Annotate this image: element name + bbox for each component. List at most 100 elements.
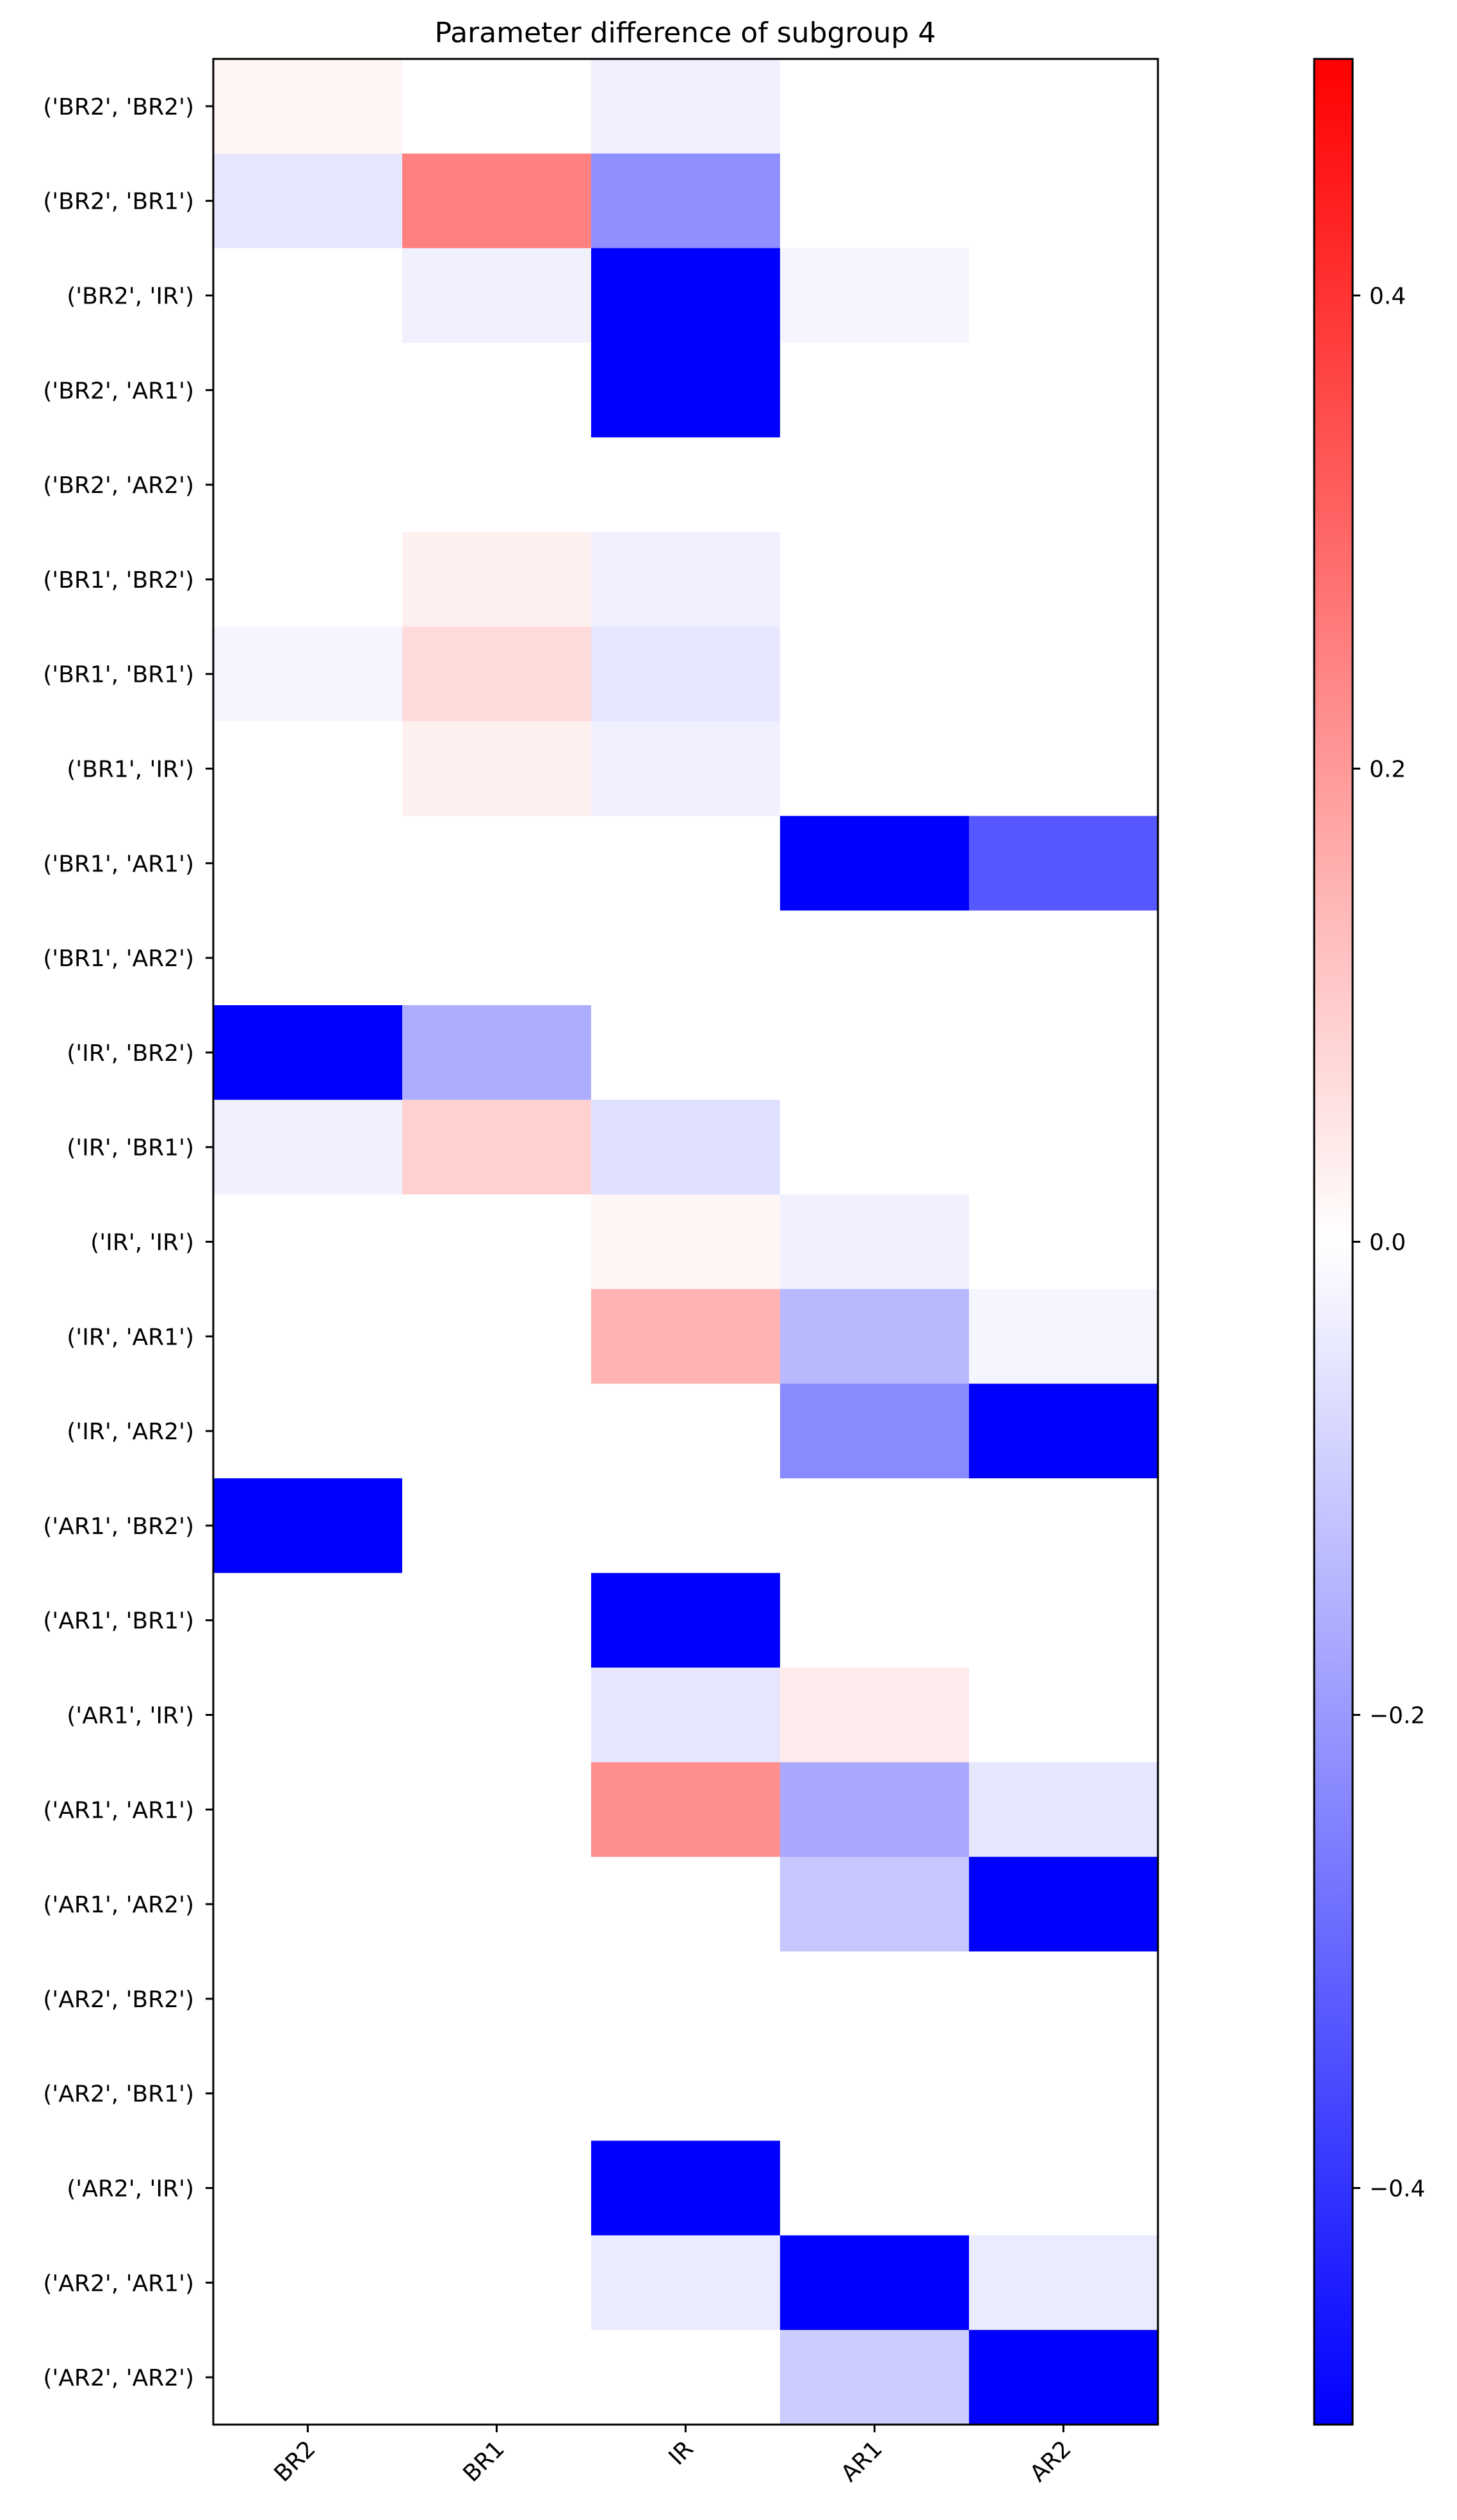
heatmap-cell [402,1572,592,1668]
heatmap-cell [591,1194,781,1289]
heatmap-cell [969,59,1159,154]
heatmap-cell [969,1667,1159,1763]
heatmap-cell [780,1194,970,1289]
heatmap-cell [780,1478,970,1574]
heatmap-cell [402,59,592,154]
heatmap-cell [969,2140,1159,2236]
heatmap-cell [969,1099,1159,1195]
heatmap-cell [969,1762,1159,1857]
heatmap-cell [402,2046,592,2142]
heatmap-cell [969,1478,1159,1574]
heatmap-cell [969,1194,1159,1289]
colorbar-tick-label: −0.4 [1369,2176,1425,2202]
heatmap-cell [780,1572,970,1668]
heatmap-cell [213,1194,403,1289]
heatmap-cell [591,1289,781,1384]
colorbar: −0.4 −0.2 0.0 0.2 0.4 [1313,58,1425,2426]
heatmap-cell [402,1667,592,1763]
heatmap-cell [780,1857,970,1952]
heatmap-cell [402,1762,592,1857]
heatmap-cell [591,721,781,816]
y-tick-label: ('BR1', 'IR') [67,757,194,783]
y-tick-label: ('BR2', 'IR') [67,284,194,310]
heatmap-cell [591,1572,781,1668]
y-tick-label: ('AR1', 'BR2') [43,1514,194,1540]
heatmap-cell [213,248,403,343]
heatmap-cell [591,1857,781,1952]
heatmap-cell [213,59,403,154]
y-tick-label: ('BR2', 'AR2') [43,472,194,499]
heatmap-cell [780,816,970,911]
heatmap-cell [402,1857,592,1952]
y-tick-label: ('AR1', 'AR1') [43,1797,194,1823]
heatmap-cell [213,2140,403,2236]
heatmap-cells [213,59,1159,2425]
heatmap-cell [969,437,1159,533]
heatmap-cell [780,2140,970,2236]
heatmap-cell [591,437,781,533]
heatmap-cell [213,1857,403,1952]
heatmap-cell [213,1762,403,1857]
heatmap-cell [402,343,592,438]
heatmap-cell [969,2046,1159,2142]
heatmap-cell [213,532,403,627]
heatmap-cell [969,2235,1159,2330]
heatmap-cell [780,248,970,343]
y-tick-label: ('BR2', 'BR1') [43,189,194,215]
heatmap-cell [780,626,970,722]
y-tick-label: ('BR1', 'BR2') [43,567,194,594]
heatmap-cell [780,2046,970,2142]
heatmap-cell [969,343,1159,438]
chart-title: Parameter difference of subgroup 4 [435,17,936,49]
heatmap-cell [780,532,970,627]
y-tick-label: ('BR1', 'AR1') [43,851,194,877]
heatmap-cell [213,1572,403,1668]
heatmap-cell [213,626,403,722]
heatmap-cell [591,2046,781,2142]
heatmap-cell [591,532,781,627]
y-tick-label: ('AR1', 'BR1') [43,1608,194,1635]
heatmap-cell [969,1384,1159,1479]
heatmap-cell [591,59,781,154]
y-tick-label: ('BR1', 'AR2') [43,946,194,972]
heatmap-cell [780,2235,970,2330]
heatmap-cell [402,532,592,627]
heatmap-cell [591,1667,781,1763]
colorbar-tick-label: −0.2 [1369,1703,1425,1729]
heatmap-cell [780,1384,970,1479]
heatmap-cell [213,2046,403,2142]
heatmap-cell [402,626,592,722]
heatmap-cell [402,910,592,1006]
heatmap-cell [591,2330,781,2425]
y-tick-label: ('IR', 'BR2') [67,1040,194,1067]
y-tick-label: ('AR1', 'AR2') [43,1892,194,1918]
heatmap-cell [591,816,781,911]
y-tick-label: ('AR2', 'BR1') [43,2081,194,2108]
heatmap-cell [402,437,592,533]
heatmap-cell [213,1289,403,1384]
heatmap-cell [591,1762,781,1857]
heatmap-cell [780,2330,970,2425]
heatmap-cell [402,1099,592,1195]
heatmap-cell [213,1384,403,1479]
heatmap-cell [969,248,1159,343]
heatmap-cell [402,2235,592,2330]
heatmap-cell [780,1005,970,1101]
heatmap-cell [591,1384,781,1479]
y-axis: ('BR2', 'BR2') ('BR2', 'BR1') ('BR2', 'IR'… [43,94,213,2391]
heatmap-cell [402,721,592,816]
colorbar-tick-label: 0.2 [1369,757,1406,783]
heatmap-cell [591,910,781,1006]
heatmap-cell [780,910,970,1006]
heatmap-cell [213,437,403,533]
heatmap-cell [969,1951,1159,2047]
heatmap-cell [402,816,592,911]
heatmap-cell [213,1667,403,1763]
heatmap-cell [213,153,403,249]
heatmap-cell [402,1194,592,1289]
heatmap-cell [402,1384,592,1479]
heatmap-cell [969,626,1159,722]
y-tick-label: ('AR2', 'AR2') [43,2365,194,2391]
heatmap-cell [591,626,781,722]
